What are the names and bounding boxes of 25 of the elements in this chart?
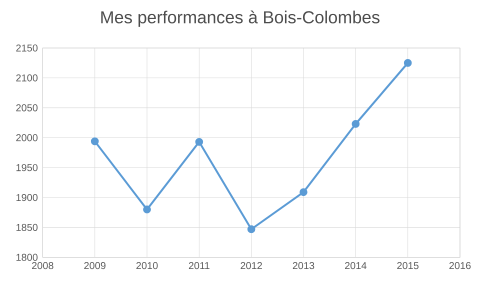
x-tick-label: 2011 xyxy=(188,262,210,270)
point xyxy=(143,206,151,214)
x-tick-label: 2013 xyxy=(292,262,314,270)
x-tick-label: 2008 xyxy=(32,262,54,270)
point xyxy=(352,120,360,128)
y-tick-label: 1800 xyxy=(16,254,38,261)
point xyxy=(90,137,99,146)
point xyxy=(300,188,308,196)
y-tick-label: 1900 xyxy=(16,194,38,202)
x-tick-label: 2016 xyxy=(449,262,471,270)
y-tick-label: 1850 xyxy=(16,224,38,231)
y-tick-label: 2000 xyxy=(16,134,38,142)
x-tick-label: 2009 xyxy=(84,262,106,270)
point xyxy=(404,59,412,67)
x-tick-label: 2015 xyxy=(397,262,419,270)
point xyxy=(247,225,256,234)
y-tick-label: 2150 xyxy=(16,44,38,52)
x-tick-label: 2012 xyxy=(240,262,262,270)
y-tick-label: 2100 xyxy=(16,74,38,82)
x-tick-label: 2010 xyxy=(136,262,158,270)
y-tick-label: 1950 xyxy=(16,164,38,172)
y-tick-label: 2050 xyxy=(16,104,38,112)
point xyxy=(195,138,204,146)
chart-title: Mes performances à Bois-Colombes xyxy=(101,10,380,27)
x-tick-label: 2014 xyxy=(345,262,366,270)
